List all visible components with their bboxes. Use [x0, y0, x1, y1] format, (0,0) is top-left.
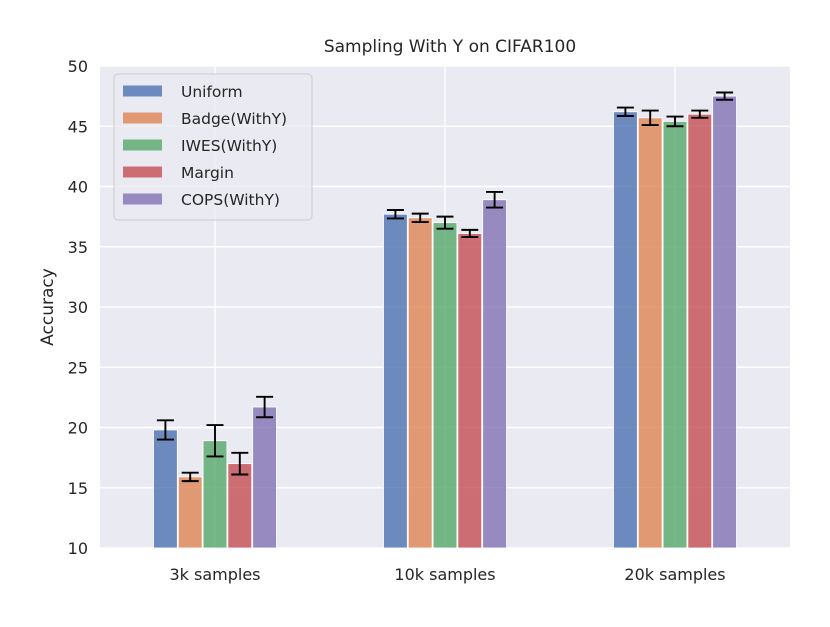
legend-item: IWES(WithY)	[123, 137, 277, 155]
bar	[613, 111, 638, 549]
x-tick-label: 10k samples	[394, 565, 495, 584]
y-tick-label: 45	[68, 117, 88, 136]
bar	[227, 463, 253, 549]
bar	[407, 217, 433, 549]
y-tick-label: 50	[68, 57, 88, 76]
x-tick-label: 20k samples	[624, 565, 725, 584]
error-bar	[691, 109, 709, 119]
legend-label: Margin	[181, 164, 234, 182]
legend-item: COPS(WithY)	[123, 191, 280, 209]
y-tick-labels: 10 15 20 25 30 35 40 45 50	[68, 57, 88, 558]
error-bars	[156, 91, 734, 483]
y-tick-label: 10	[68, 539, 88, 558]
x-tick-labels: 3k samples 10k samples 20k samples	[169, 565, 725, 584]
error-bar	[206, 424, 224, 458]
bar	[252, 406, 277, 549]
error-bar	[181, 471, 199, 483]
y-tick-label: 40	[68, 178, 88, 197]
y-tick-label: 30	[68, 298, 88, 317]
error-bar	[256, 395, 274, 419]
legend-box	[113, 73, 313, 221]
x-tick-label: 3k samples	[169, 565, 260, 584]
legend-item: Badge(WithY)	[123, 110, 287, 128]
bar	[383, 213, 408, 549]
error-bar	[666, 115, 684, 128]
y-tick-label: 20	[68, 419, 88, 438]
bar	[687, 113, 713, 549]
error-bar	[486, 190, 504, 209]
bar	[177, 476, 203, 549]
legend-swatch	[123, 166, 162, 178]
y-tick-label: 35	[68, 238, 88, 257]
legend-label: Uniform	[181, 83, 243, 101]
legend-swatch	[123, 112, 162, 124]
error-bar	[716, 91, 734, 101]
legend-item: Uniform	[123, 83, 243, 101]
error-bar	[411, 212, 429, 223]
legend-label: Badge(WithY)	[181, 110, 287, 128]
y-tick-label: 25	[68, 358, 88, 377]
legend-swatch	[123, 139, 162, 151]
bar	[662, 121, 688, 549]
bar	[712, 95, 737, 549]
bar	[432, 222, 458, 549]
legend-item: Margin	[123, 164, 234, 182]
error-bar	[231, 451, 249, 476]
error-bar	[641, 109, 659, 126]
bar	[482, 199, 507, 549]
legend-swatch	[123, 85, 162, 97]
legend: Uniform Badge(WithY) IWES(WithY) Margin COPS…	[113, 73, 313, 221]
chart-title: Sampling With Y on CIFAR100	[324, 37, 576, 57]
legend-swatch	[123, 193, 162, 205]
error-bar	[156, 419, 174, 441]
legend-label: IWES(WithY)	[181, 137, 277, 155]
bar	[637, 117, 663, 549]
y-axis-label: Accuracy	[38, 268, 58, 346]
error-bar	[386, 209, 404, 220]
y-tick-label: 15	[68, 479, 88, 498]
error-bar	[461, 228, 479, 239]
bar	[457, 233, 483, 549]
error-bar	[616, 106, 634, 117]
legend-label: COPS(WithY)	[181, 191, 280, 209]
bar	[153, 429, 178, 549]
error-bar	[436, 215, 454, 230]
bars	[153, 95, 737, 549]
